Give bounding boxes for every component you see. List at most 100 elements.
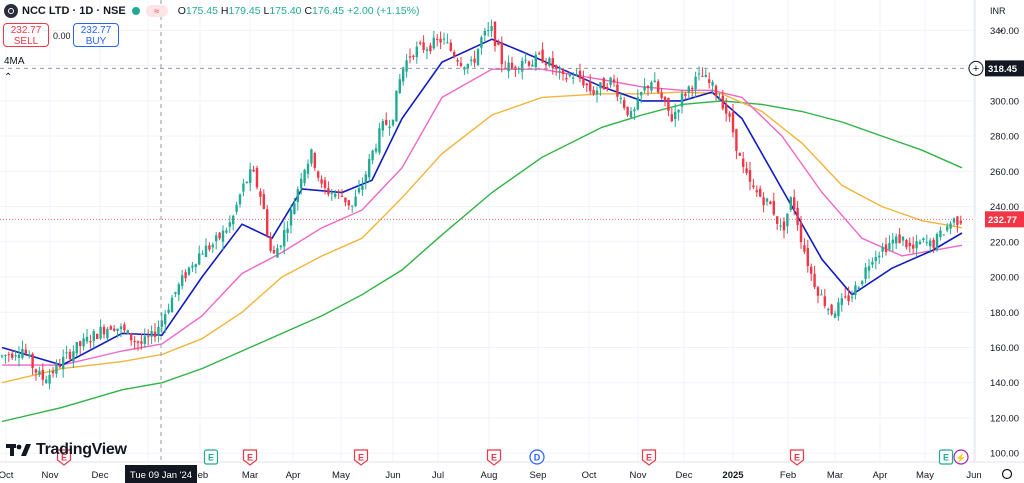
- candle-body: [327, 188, 330, 195]
- event-markers[interactable]: E E E E E D E E E ⚡: [56, 449, 969, 466]
- candle-body: [820, 294, 823, 296]
- candle-body: [952, 218, 956, 223]
- candle-body: [391, 119, 395, 126]
- candle-body: [422, 42, 425, 50]
- candle-body: [4, 355, 7, 357]
- event-marker-label: E: [491, 453, 497, 463]
- candle-body: [813, 273, 816, 288]
- chevron-down-icon[interactable]: ⌄: [997, 24, 1006, 35]
- time-tick-label: Nov: [630, 470, 647, 481]
- candle-body: [351, 205, 354, 207]
- price-tick-label: 300.00: [990, 96, 1019, 107]
- indicator-label[interactable]: 4MA: [4, 56, 25, 67]
- price-axis[interactable]: 340.00320.00300.00280.00260.00240.00220.…: [985, 26, 1024, 460]
- time-tick-label: Oct: [0, 470, 14, 481]
- candle-body: [378, 128, 381, 153]
- moving-average-lines: [1, 38, 963, 423]
- candle-body: [289, 209, 293, 226]
- candle-body: [704, 74, 707, 77]
- candle-body: [381, 121, 384, 131]
- candle-body: [218, 232, 221, 239]
- dividend-marker: [486, 449, 502, 466]
- candle-body: [201, 253, 204, 255]
- candle-body: [861, 281, 864, 285]
- candle-body: [551, 58, 554, 68]
- chevron-up-icon[interactable]: ⌃: [4, 72, 13, 83]
- candle-body: [24, 349, 27, 354]
- candle-body: [915, 241, 918, 249]
- price-tick-label: 260.00: [990, 167, 1019, 178]
- time-axis[interactable]: OctNovDecJanFebMarAprMayJunJulAugSepOctN…: [0, 465, 1013, 483]
- candle-body: [619, 97, 622, 100]
- candle-body: [262, 194, 265, 209]
- candle-body: [337, 191, 340, 193]
- event-marker-label: E: [646, 453, 652, 463]
- event-marker-label: E: [61, 453, 67, 463]
- candle-body: [0, 355, 4, 357]
- candle-body: [160, 320, 163, 327]
- price-tick-label: 240.00: [990, 202, 1019, 213]
- candle-body: [286, 228, 289, 233]
- candle-body: [439, 38, 442, 43]
- candle-body: [31, 353, 34, 369]
- candle-body: [796, 207, 799, 225]
- candle-body: [82, 338, 85, 347]
- candle-body: [453, 52, 456, 57]
- candle-body: [116, 328, 119, 332]
- candle-body: [395, 90, 398, 122]
- candle-body: [884, 244, 888, 253]
- candle-body: [374, 148, 378, 152]
- currency-label[interactable]: INR: [990, 6, 1006, 16]
- dividend-marker: [353, 449, 369, 466]
- price-tick-label: 120.00: [990, 413, 1019, 424]
- candle-body: [684, 93, 687, 96]
- candle-body: [259, 191, 262, 197]
- candle-body: [405, 60, 408, 72]
- buy-button[interactable]: 232.77 BUY: [73, 23, 119, 47]
- candle-body: [75, 342, 78, 354]
- candle-body: [670, 114, 673, 122]
- candle-body: [310, 149, 313, 164]
- flag-icon[interactable]: ≈: [145, 5, 168, 17]
- earnings-marker: [203, 449, 219, 465]
- candle-body: [891, 239, 894, 244]
- candle-body: [527, 61, 531, 66]
- candle-body: [170, 297, 174, 313]
- candle-body: [446, 42, 449, 44]
- tradingview-logo: TradingView: [6, 441, 127, 459]
- candle-body: [245, 181, 248, 183]
- symbol-title[interactable]: NCC LTD · 1D · NSE: [22, 5, 126, 17]
- candle-body: [765, 198, 769, 202]
- candle-body: [888, 243, 891, 250]
- candle-body: [14, 355, 17, 357]
- candle-body: [123, 324, 126, 331]
- candle-body: [266, 209, 269, 235]
- candle-body: [500, 42, 503, 65]
- candle-body: [408, 56, 412, 58]
- candle-body: [429, 45, 432, 52]
- time-tick-label: Nov: [42, 470, 59, 481]
- candle-body: [932, 239, 935, 248]
- candle-body: [810, 266, 813, 274]
- candle-body: [181, 275, 184, 286]
- candle-body: [653, 80, 656, 83]
- candle-body: [575, 73, 578, 76]
- sell-button[interactable]: 232.77 SELL: [3, 23, 49, 47]
- candle-body: [334, 193, 337, 197]
- candle-body: [643, 86, 646, 91]
- dividend-marker: [56, 449, 72, 466]
- candle-body: [140, 341, 143, 344]
- candle-body: [837, 302, 840, 317]
- candle-body: [473, 58, 476, 63]
- candle-body: [555, 65, 558, 70]
- candle-body: [449, 42, 452, 51]
- candle-body: [106, 328, 109, 339]
- candle-body: [323, 180, 327, 188]
- candle-body: [871, 261, 874, 265]
- candle-body: [242, 183, 245, 192]
- price-tick-label: 160.00: [990, 343, 1019, 354]
- candle-body: [432, 37, 435, 49]
- candle-body: [388, 126, 391, 129]
- candle-body: [779, 225, 782, 227]
